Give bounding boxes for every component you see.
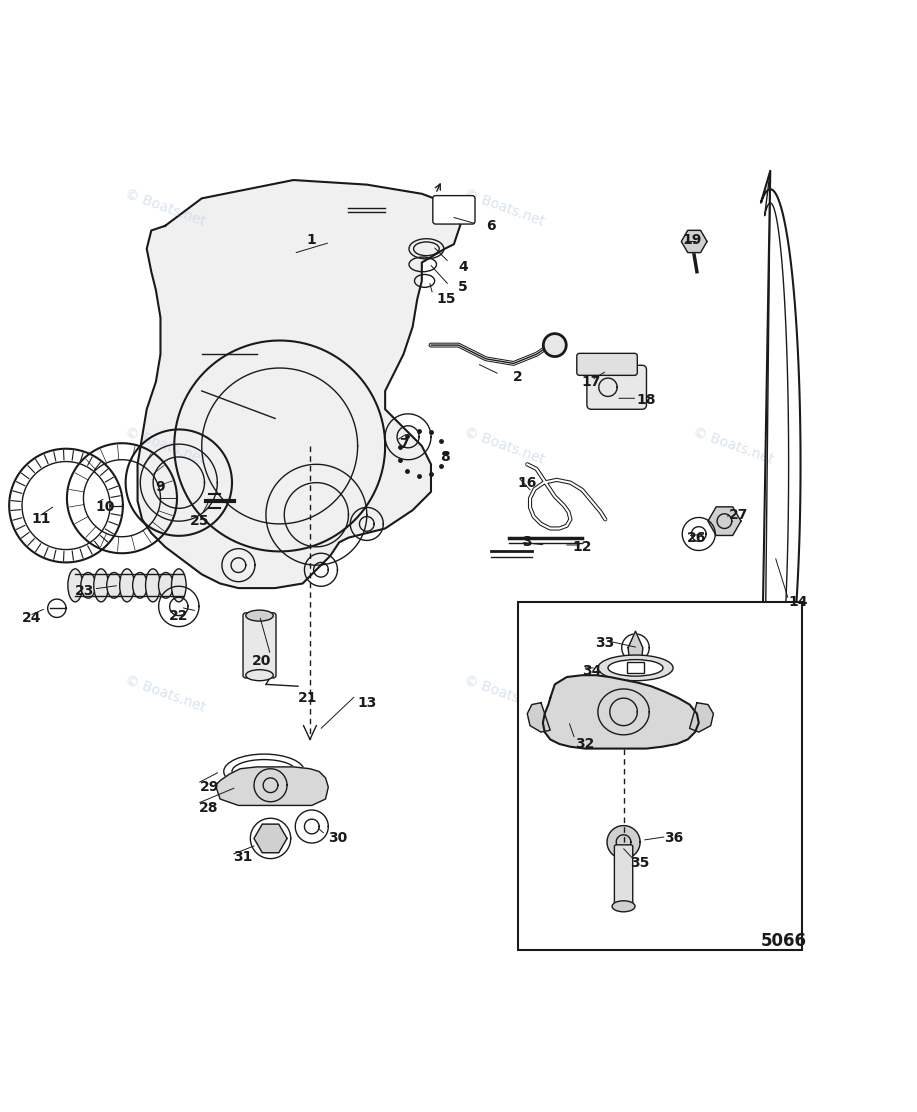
Ellipse shape: [246, 669, 273, 681]
Polygon shape: [607, 825, 640, 858]
Ellipse shape: [94, 569, 108, 602]
Ellipse shape: [81, 573, 95, 598]
Text: 30: 30: [328, 832, 347, 845]
Ellipse shape: [171, 569, 186, 602]
Text: 15: 15: [436, 292, 457, 306]
Text: 28: 28: [199, 801, 219, 815]
Ellipse shape: [159, 573, 173, 598]
Polygon shape: [254, 824, 287, 853]
FancyBboxPatch shape: [577, 354, 637, 376]
Text: 6: 6: [486, 219, 495, 232]
Text: © Boats.net: © Boats.net: [462, 425, 547, 467]
Text: 33: 33: [596, 636, 614, 651]
Text: 24: 24: [22, 612, 42, 625]
Text: 21: 21: [298, 692, 318, 705]
FancyBboxPatch shape: [243, 613, 276, 678]
Ellipse shape: [543, 334, 566, 357]
Text: 36: 36: [665, 832, 683, 845]
Text: 14: 14: [788, 595, 808, 609]
Text: 23: 23: [74, 584, 94, 598]
Text: © Boats.net: © Boats.net: [691, 673, 776, 715]
Text: 10: 10: [95, 500, 116, 515]
Text: © Boats.net: © Boats.net: [462, 673, 547, 715]
Text: 27: 27: [728, 508, 748, 522]
Polygon shape: [628, 632, 643, 662]
Bar: [627, 663, 644, 674]
Text: 29: 29: [199, 781, 219, 794]
Polygon shape: [215, 767, 328, 805]
Polygon shape: [681, 230, 707, 252]
Text: © Boats.net: © Boats.net: [691, 425, 776, 467]
Text: © Boats.net: © Boats.net: [123, 425, 207, 467]
Text: 8: 8: [440, 450, 449, 464]
Text: 25: 25: [190, 514, 210, 528]
Text: 22: 22: [169, 608, 189, 623]
Text: 1: 1: [307, 232, 316, 247]
Ellipse shape: [608, 659, 663, 676]
Polygon shape: [527, 703, 550, 732]
Text: 19: 19: [682, 232, 702, 247]
Ellipse shape: [106, 573, 121, 598]
Bar: [518, 602, 802, 951]
Text: © Boats.net: © Boats.net: [123, 187, 207, 229]
Text: 26: 26: [687, 530, 707, 545]
Text: 11: 11: [31, 513, 51, 526]
Text: 20: 20: [251, 655, 271, 668]
Text: 5066: 5066: [761, 932, 807, 950]
Polygon shape: [708, 507, 741, 536]
Text: 32: 32: [575, 737, 595, 751]
FancyBboxPatch shape: [587, 365, 646, 409]
Ellipse shape: [68, 569, 83, 602]
Ellipse shape: [133, 573, 148, 598]
Text: 9: 9: [156, 480, 165, 494]
Text: 31: 31: [233, 850, 253, 864]
Text: 12: 12: [572, 539, 592, 554]
Text: 16: 16: [517, 476, 537, 489]
Polygon shape: [690, 703, 713, 732]
Ellipse shape: [613, 901, 635, 912]
Polygon shape: [543, 675, 699, 748]
Text: 3: 3: [523, 535, 532, 549]
Text: 18: 18: [636, 394, 657, 407]
Text: © Boats.net: © Boats.net: [462, 187, 547, 229]
Polygon shape: [138, 180, 463, 588]
Text: 34: 34: [581, 664, 602, 677]
Text: 17: 17: [581, 375, 602, 389]
FancyBboxPatch shape: [614, 845, 633, 909]
Text: 4: 4: [458, 260, 468, 275]
Ellipse shape: [119, 569, 134, 602]
FancyBboxPatch shape: [433, 196, 475, 224]
Text: 13: 13: [357, 696, 377, 709]
Text: © Boats.net: © Boats.net: [123, 673, 207, 715]
Text: 5: 5: [458, 280, 468, 295]
Text: 35: 35: [630, 856, 650, 871]
Ellipse shape: [598, 655, 673, 681]
Ellipse shape: [146, 569, 160, 602]
Text: 2: 2: [514, 370, 523, 384]
Ellipse shape: [246, 610, 273, 622]
Text: 7: 7: [399, 437, 408, 451]
